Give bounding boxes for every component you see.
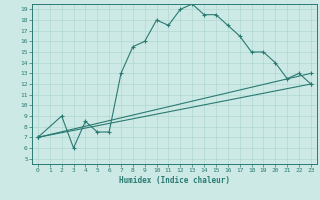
X-axis label: Humidex (Indice chaleur): Humidex (Indice chaleur) [119, 176, 230, 185]
